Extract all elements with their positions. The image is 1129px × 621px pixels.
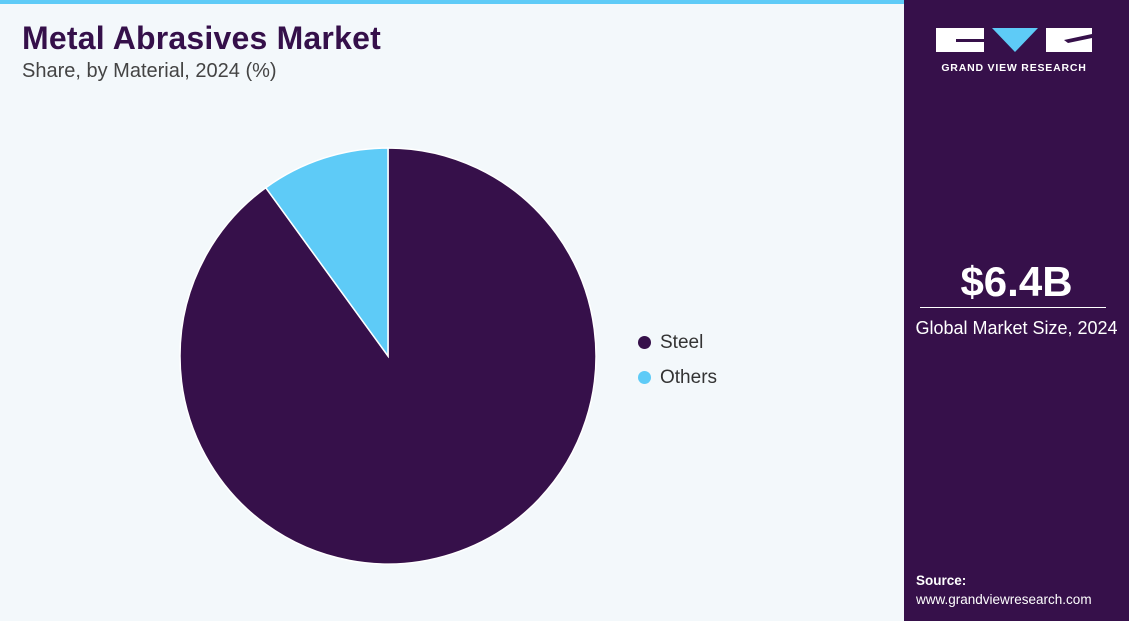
source-url[interactable]: www.grandviewresearch.com (916, 592, 1092, 607)
chart-panel: Metal Abrasives Market Share, by Materia… (0, 0, 904, 621)
chart-title: Metal Abrasives Market (22, 20, 381, 56)
legend-swatch-steel (638, 336, 651, 349)
legend-swatch-others (638, 371, 651, 384)
legend-label-steel: Steel (660, 331, 704, 353)
chart-subtitle: Share, by Material, 2024 (%) (22, 60, 277, 82)
market-size-value: $6.4B (960, 258, 1073, 305)
gvr-logo-icon (936, 28, 1092, 52)
logo-text: GRAND VIEW RESEARCH (941, 62, 1087, 74)
sidebar: GRAND VIEW RESEARCH $6.4B Global Market … (904, 0, 1129, 621)
legend-item-steel: Steel (638, 325, 717, 360)
pie-chart (179, 147, 597, 565)
legend-item-others: Others (638, 360, 717, 395)
brand-logo: GRAND VIEW RESEARCH (934, 26, 1094, 76)
chart-legend: Steel Others (638, 325, 717, 395)
pie-slice-others (264, 147, 389, 359)
source-label: Source: (916, 573, 967, 588)
market-size-label: Global Market Size, 2024 (915, 318, 1118, 338)
legend-label-others: Others (660, 366, 718, 388)
accent-bar (0, 0, 904, 4)
source-note: Source: www.grandviewresearch.com (916, 571, 1092, 609)
divider (920, 307, 1106, 308)
